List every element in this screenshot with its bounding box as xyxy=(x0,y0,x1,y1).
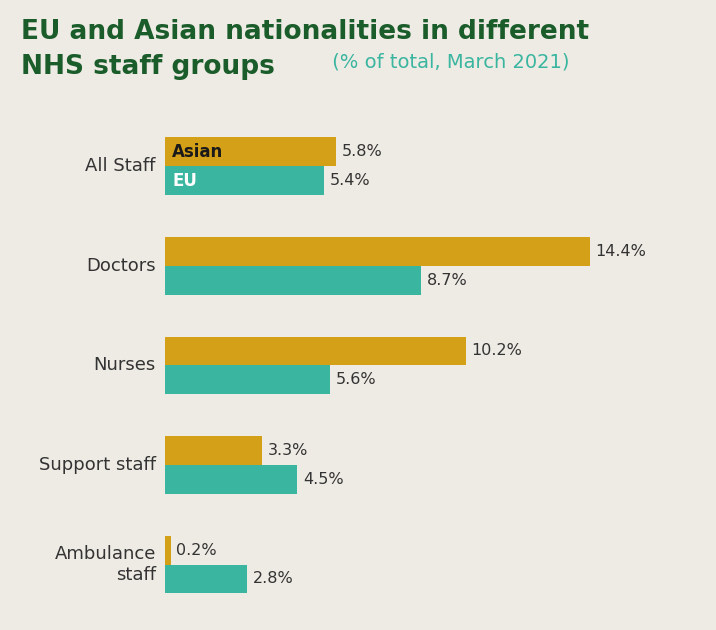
Text: 2.8%: 2.8% xyxy=(253,571,294,587)
Text: Support staff: Support staff xyxy=(39,456,156,474)
Text: 0.2%: 0.2% xyxy=(176,542,217,558)
Text: EU: EU xyxy=(172,172,197,190)
Text: 5.8%: 5.8% xyxy=(342,144,382,159)
Bar xyxy=(165,536,170,564)
Text: (% of total, March 2021): (% of total, March 2021) xyxy=(326,52,569,71)
Text: Nurses: Nurses xyxy=(94,357,156,374)
Text: 8.7%: 8.7% xyxy=(427,273,468,288)
Bar xyxy=(165,266,422,295)
Text: 5.6%: 5.6% xyxy=(336,372,377,387)
Bar xyxy=(165,564,247,593)
Text: 3.3%: 3.3% xyxy=(268,443,309,458)
Text: 10.2%: 10.2% xyxy=(472,343,523,358)
Text: 4.5%: 4.5% xyxy=(304,472,344,487)
Bar xyxy=(165,465,297,494)
Bar xyxy=(165,166,324,195)
Bar xyxy=(165,436,262,465)
Text: All Staff: All Staff xyxy=(85,158,156,175)
Bar xyxy=(165,365,330,394)
Text: Asian: Asian xyxy=(172,143,223,161)
Text: 5.4%: 5.4% xyxy=(330,173,371,188)
Text: EU and Asian nationalities in different: EU and Asian nationalities in different xyxy=(21,19,589,45)
Text: NHS staff groups: NHS staff groups xyxy=(21,54,276,79)
Bar xyxy=(165,336,465,365)
Text: 14.4%: 14.4% xyxy=(596,244,647,259)
Bar xyxy=(165,137,336,166)
Bar xyxy=(165,237,589,266)
Text: Ambulance
staff: Ambulance staff xyxy=(54,545,156,584)
Text: Doctors: Doctors xyxy=(86,257,156,275)
